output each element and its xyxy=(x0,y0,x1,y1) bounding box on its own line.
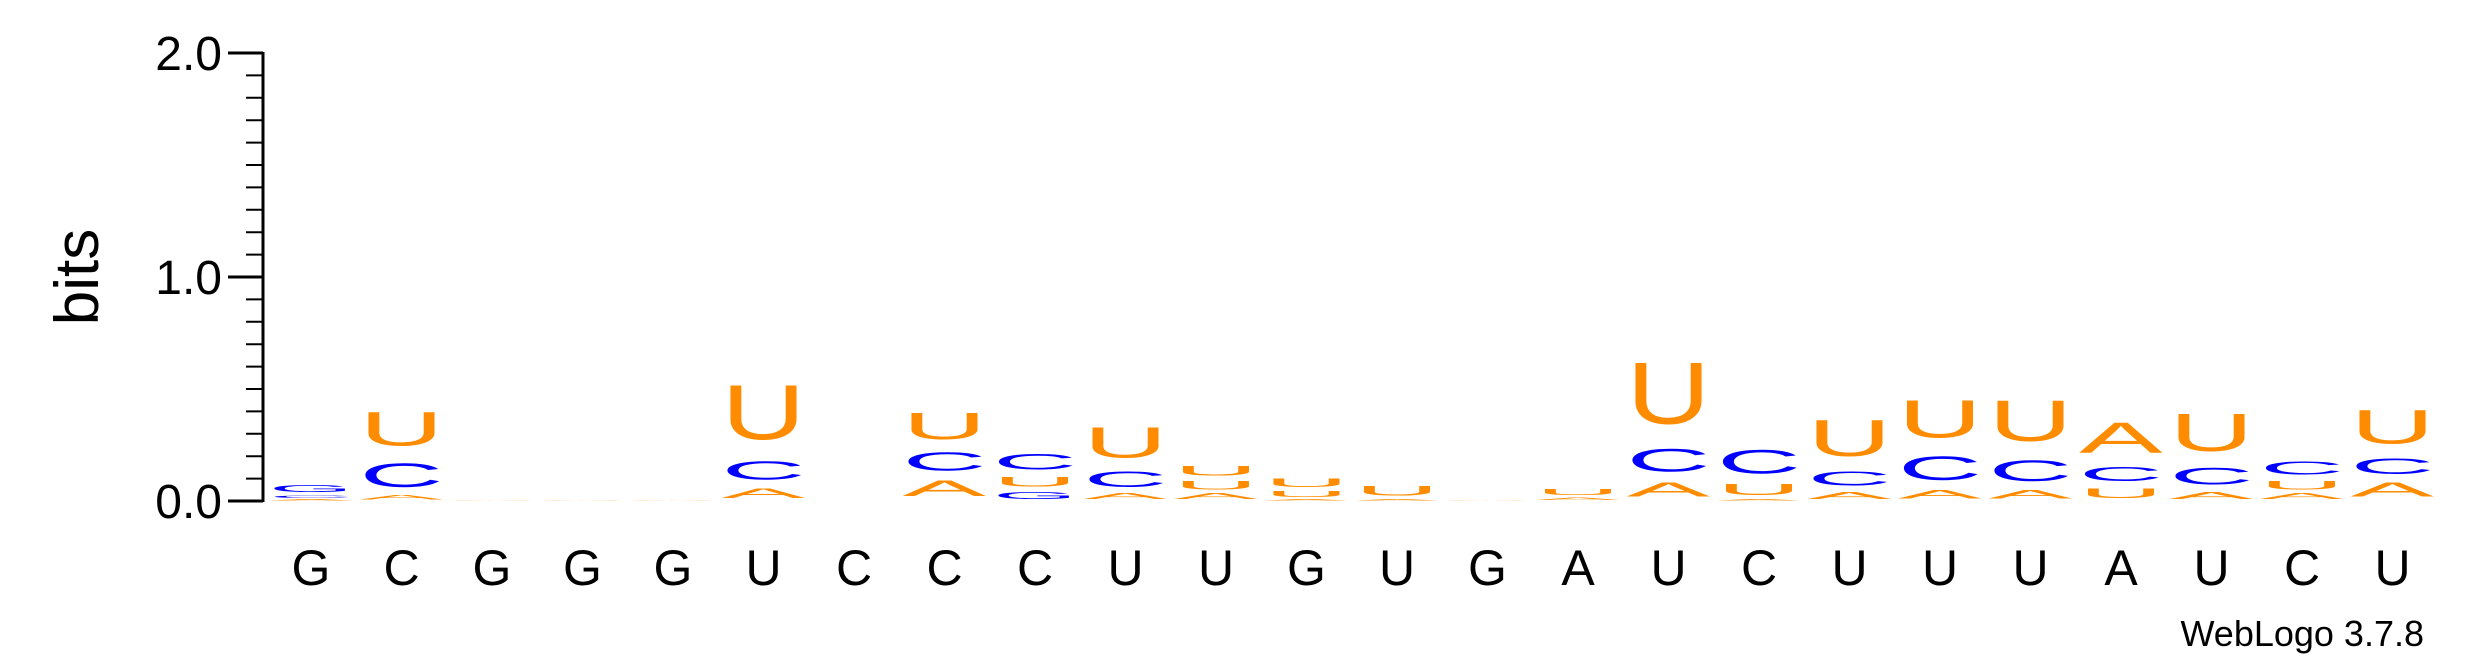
logo-letter-u: U xyxy=(903,405,987,447)
logo-letter-a: A xyxy=(722,485,806,501)
logo-letter-c: C xyxy=(2260,458,2344,478)
position-label: A xyxy=(2104,540,2138,596)
logo-letter-u: U xyxy=(1536,488,1620,497)
position-label: U xyxy=(2374,540,2410,596)
logo-letter-c: C xyxy=(1627,443,1711,479)
logo-letter-c: C xyxy=(1989,454,2073,488)
logo-letter-u: U xyxy=(2260,479,2344,492)
logo-letter-u: U xyxy=(1808,409,1892,467)
position-label: U xyxy=(745,540,781,596)
position-label: U xyxy=(2012,540,2048,596)
logo-letter-a: A xyxy=(1898,487,1982,500)
logo-letter-a: A xyxy=(1265,499,1349,501)
logo-letter-c: C xyxy=(2079,463,2163,486)
logo-letter-u: U xyxy=(2351,400,2435,454)
logo-letter-a: A xyxy=(450,500,534,501)
logo-letter-c: C xyxy=(1084,467,1168,492)
logo-letter-c: C xyxy=(903,447,987,476)
logo-letter-u: U xyxy=(1265,476,1349,489)
position-label: C xyxy=(1017,540,1053,596)
logo-letter-c: C xyxy=(1898,450,1982,488)
logo-letter-c: C xyxy=(993,449,1077,474)
logo-letter-u: U xyxy=(2170,403,2254,463)
logo-letter-a: A xyxy=(1717,499,1801,501)
logo-letter-a: A xyxy=(903,477,987,501)
position-label: U xyxy=(2193,540,2229,596)
logo-letter-c: C xyxy=(360,456,444,494)
logo-letter-g: G xyxy=(993,490,1077,501)
logo-letter-u: U xyxy=(1355,483,1439,499)
logo-letter-a: A xyxy=(1174,492,1259,501)
logo-letter-g: G xyxy=(269,483,353,494)
y-tick-label-2: 2.0 xyxy=(155,28,222,81)
logo-letter-a: A xyxy=(631,500,715,501)
logo-letter-u: U xyxy=(1174,479,1258,492)
weblogo-credit: WebLogo 3.7.8 xyxy=(2180,613,2424,654)
position-label: C xyxy=(383,540,419,596)
logo-letter-u: U xyxy=(360,402,444,456)
y-axis-label: bits xyxy=(43,229,112,325)
logo-letter-a: A xyxy=(360,494,445,501)
position-label: C xyxy=(1741,540,1777,596)
position-label: U xyxy=(1922,540,1958,596)
y-tick-label-1: 1.0 xyxy=(155,252,222,305)
position-label: G xyxy=(1287,540,1326,596)
position-label: C xyxy=(2284,540,2320,596)
logo-letter-u: U xyxy=(1265,490,1349,499)
logo-letter-a: A xyxy=(1446,500,1530,501)
logo-letter-c: C xyxy=(1717,443,1801,481)
position-label: U xyxy=(1379,540,1415,596)
position-label: U xyxy=(1650,540,1686,596)
position-label: G xyxy=(1468,540,1507,596)
position-label: U xyxy=(1198,540,1234,596)
logo-letter-a: A xyxy=(1989,487,2073,500)
logo-letter-u: U xyxy=(993,474,1077,490)
logo-letter-u: U xyxy=(1989,389,2073,453)
logo-letter-c: C xyxy=(722,456,806,485)
logo-letter-a: A xyxy=(2260,492,2345,501)
logo-letter-c: C xyxy=(269,494,353,498)
logo-letter-c: C xyxy=(1808,467,1892,490)
position-label: C xyxy=(836,540,872,596)
logo-letter-a: A xyxy=(269,499,353,501)
logo-letter-a: A xyxy=(1536,497,1620,501)
logo-letter-a: A xyxy=(1355,499,1439,501)
logo-letter-a: A xyxy=(2079,413,2163,462)
y-axis: 2.0 1.0 0.0 bits xyxy=(43,28,263,529)
logo-letter-u: U xyxy=(1627,344,1711,442)
position-label: G xyxy=(654,540,693,596)
logo-letter-c: C xyxy=(2170,463,2254,490)
logo-letter-u: U xyxy=(2079,485,2163,501)
logo-letter-a: A xyxy=(1808,490,1893,501)
position-label: G xyxy=(473,540,512,596)
logo-letter-u: U xyxy=(1174,463,1258,479)
position-label: U xyxy=(1107,540,1143,596)
logo-letter-c: C xyxy=(2351,454,2435,479)
y-tick-label-0: 0.0 xyxy=(155,476,222,529)
logo-letter-a: A xyxy=(1627,479,1711,501)
logo-letter-u: U xyxy=(1898,389,1982,449)
logo-letter-a: A xyxy=(2170,490,2255,501)
logo-letter-u: U xyxy=(1717,481,1801,499)
position-label: G xyxy=(563,540,602,596)
position-label: A xyxy=(1561,540,1595,596)
logo-letter-u: U xyxy=(722,368,806,455)
position-label: C xyxy=(926,540,962,596)
logo-letter-u: U xyxy=(1084,418,1168,468)
logo-letter-a: A xyxy=(2351,479,2435,501)
position-label: G xyxy=(292,540,331,596)
logo-letter-a: A xyxy=(541,500,625,501)
logo-letter-a: A xyxy=(1084,492,1169,501)
position-label: U xyxy=(1831,540,1867,596)
